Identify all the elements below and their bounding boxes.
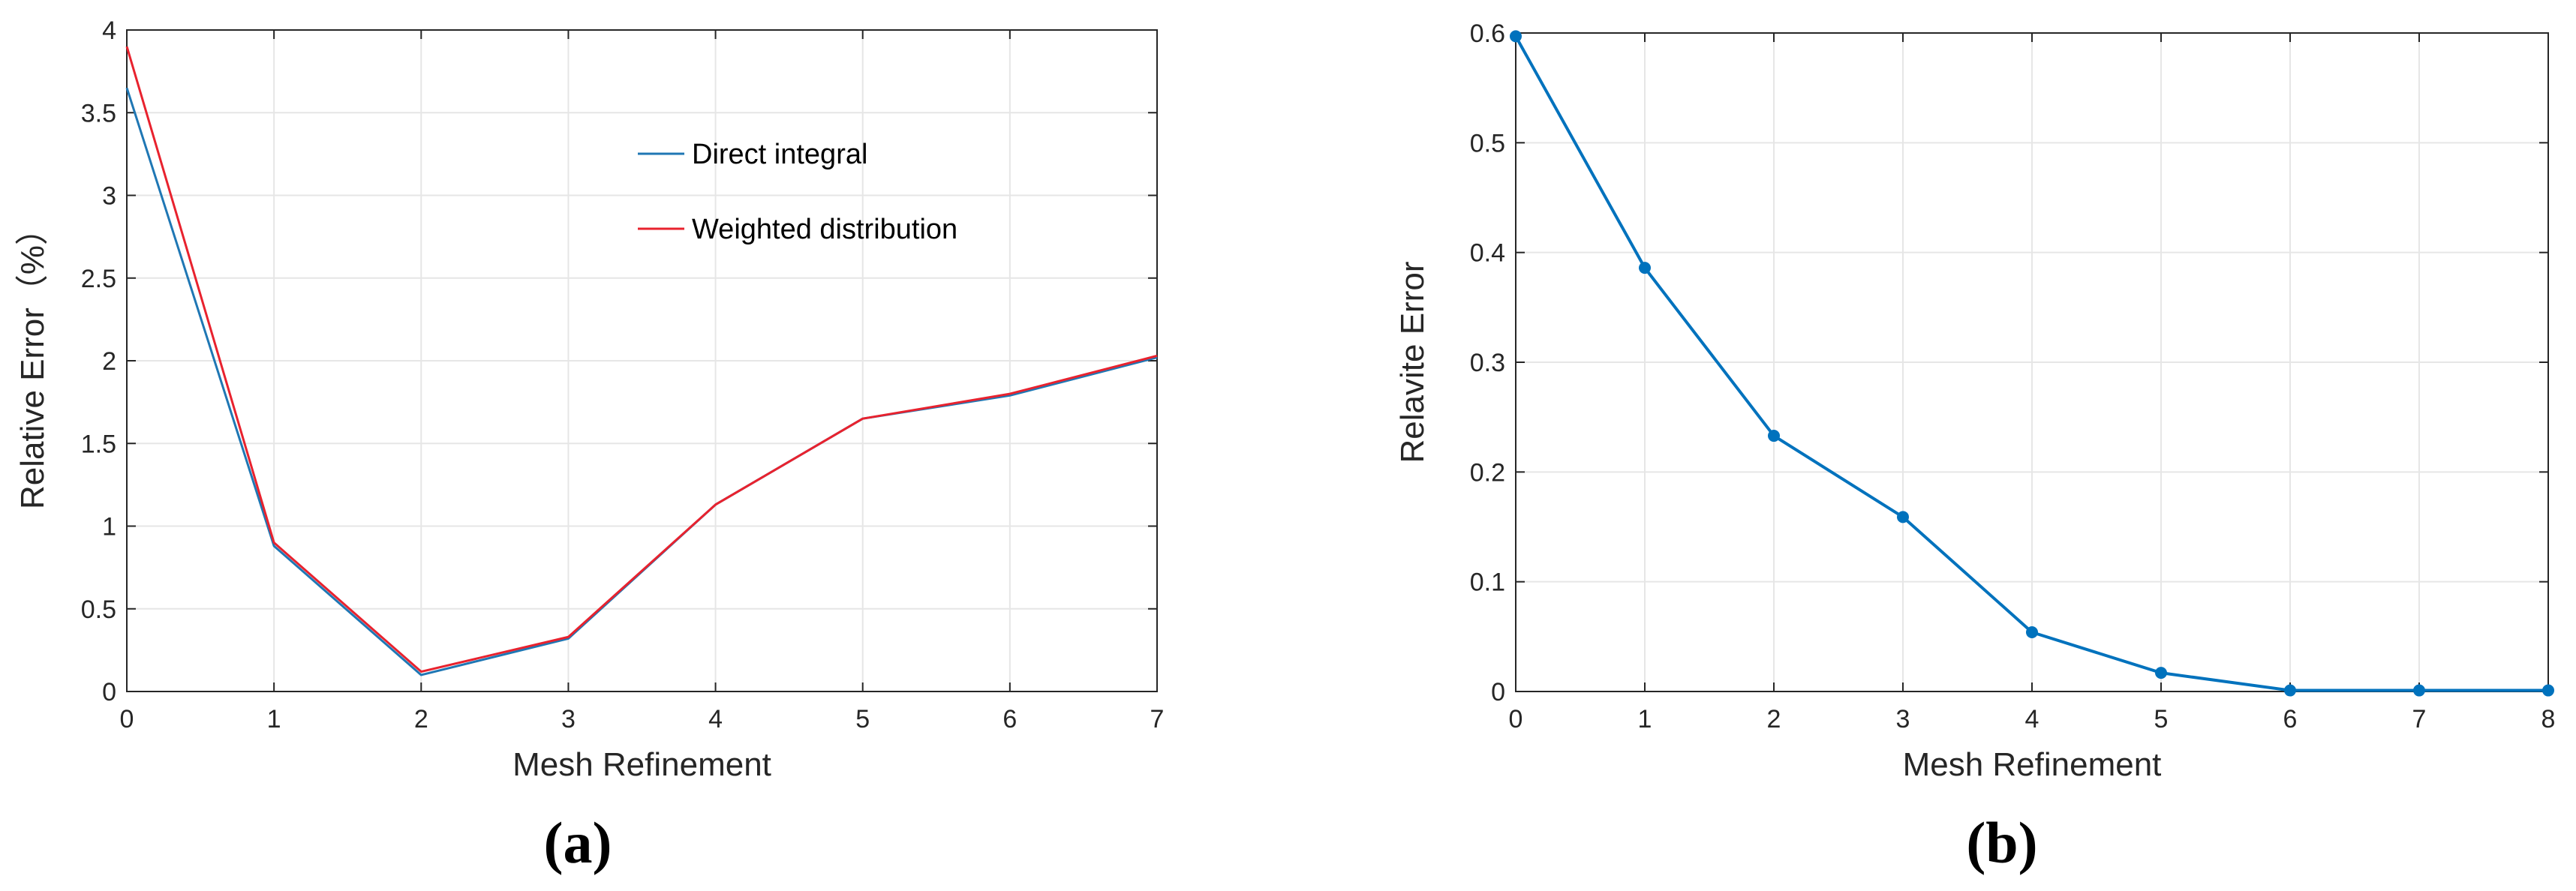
x-tick-label: 1 bbox=[267, 705, 281, 734]
series-line-1 bbox=[125, 87, 1158, 676]
data-point bbox=[2413, 684, 2425, 697]
x-tick-label: 3 bbox=[561, 705, 576, 734]
panel-caption: (a) bbox=[544, 810, 612, 875]
x-tick-label: 4 bbox=[2025, 705, 2039, 734]
data-point bbox=[2542, 684, 2554, 697]
x-tick-label: 6 bbox=[2283, 705, 2298, 734]
x-tick-label: 8 bbox=[2541, 705, 2556, 734]
x-tick-label: 6 bbox=[1002, 705, 1017, 734]
y-tick-label: 1 bbox=[102, 513, 116, 542]
data-point bbox=[2284, 684, 2296, 697]
panel-caption: (b) bbox=[1966, 810, 2037, 875]
x-axis-title: Mesh Refinement bbox=[512, 746, 771, 783]
y-tick-label: 0.4 bbox=[1470, 239, 1505, 268]
y-tick-label: 0.6 bbox=[1470, 20, 1505, 48]
y-tick-label: 2 bbox=[102, 347, 116, 376]
x-tick-label: 1 bbox=[1638, 705, 1652, 734]
x-tick-label: 7 bbox=[2412, 705, 2427, 734]
y-tick-label: 2.5 bbox=[81, 265, 116, 293]
data-point bbox=[1639, 262, 1651, 274]
y-tick-label: 0.1 bbox=[1470, 568, 1505, 597]
x-tick-label: 0 bbox=[1509, 705, 1523, 734]
y-tick-label: 0 bbox=[102, 678, 116, 706]
x-tick-label: 5 bbox=[855, 705, 870, 734]
x-tick-label: 0 bbox=[120, 705, 134, 734]
legend-label: Weighted distribution bbox=[692, 214, 957, 245]
data-point bbox=[2026, 626, 2038, 638]
y-tick-label: 1.5 bbox=[81, 430, 116, 458]
x-tick-label: 2 bbox=[414, 705, 428, 734]
y-tick-label: 3.5 bbox=[81, 99, 116, 128]
chart-panel-a: 0 1 2 3 4 5 6 7 0 0.5 1 1.5 2 2.5 3 3.5 4 Mesh Refinement… bbox=[14, 16, 1164, 875]
y-tick-label: 4 bbox=[102, 16, 116, 45]
y-tick-label: 0.5 bbox=[81, 596, 116, 624]
y-axis-title: Relavite Error bbox=[1394, 262, 1431, 464]
data-point bbox=[1897, 511, 1909, 524]
legend-label: Direct integral bbox=[692, 139, 867, 170]
chart-panel-b: 0 1 2 3 4 5 6 7 8 0 0.1 0.2 0.3 0.4 0.5 0.6 Mesh Refinem… bbox=[1394, 20, 2555, 875]
x-tick-label: 2 bbox=[1767, 705, 1781, 734]
y-tick-label: 0.3 bbox=[1470, 349, 1505, 377]
data-point bbox=[2155, 667, 2167, 680]
x-tick-label: 4 bbox=[708, 705, 723, 734]
x-tick-label: 7 bbox=[1150, 705, 1165, 734]
y-tick-label: 0.5 bbox=[1470, 129, 1505, 158]
y-tick-label: 3 bbox=[102, 182, 116, 211]
x-tick-label: 3 bbox=[1896, 705, 1910, 734]
x-tick-label: 5 bbox=[2154, 705, 2169, 734]
y-tick-label: 0.2 bbox=[1470, 458, 1505, 487]
series-line-2 bbox=[125, 46, 1158, 674]
y-tick-label: 0 bbox=[1491, 678, 1505, 706]
x-axis-title: Mesh Refinement bbox=[1903, 746, 2162, 783]
data-point bbox=[1510, 30, 1522, 43]
data-point bbox=[1768, 430, 1780, 442]
y-axis-title: Relative Error（%） bbox=[14, 212, 51, 509]
